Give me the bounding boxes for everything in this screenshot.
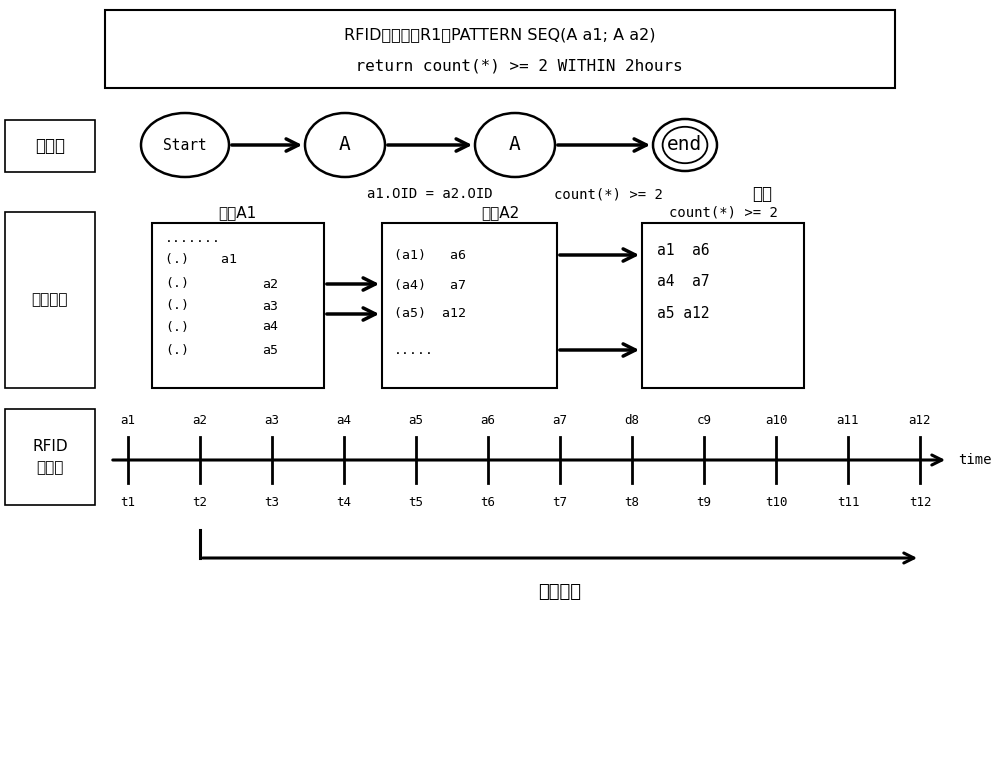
Text: t9: t9 <box>696 496 712 509</box>
Text: 输出: 输出 <box>752 185 772 203</box>
Text: (a5)  a12: (a5) a12 <box>394 308 466 321</box>
Text: a2: a2 <box>192 414 208 427</box>
Text: (.)    a1: (.) a1 <box>165 254 237 267</box>
Text: RFID
事件流: RFID 事件流 <box>32 439 68 475</box>
Text: a1: a1 <box>120 414 136 427</box>
Text: a5: a5 <box>262 344 278 356</box>
Text: .......: ....... <box>165 232 221 245</box>
Ellipse shape <box>141 113 229 177</box>
Text: Start: Start <box>163 138 207 153</box>
Text: (.): (.) <box>165 321 189 334</box>
FancyBboxPatch shape <box>5 212 95 388</box>
FancyBboxPatch shape <box>642 223 804 388</box>
FancyBboxPatch shape <box>105 10 895 88</box>
Text: a7: a7 <box>552 414 568 427</box>
Text: t12: t12 <box>909 496 931 509</box>
Text: RFID去重规则R1：PATTERN SEQ(A a1; A a2): RFID去重规则R1：PATTERN SEQ(A a1; A a2) <box>344 27 656 43</box>
Ellipse shape <box>475 113 555 177</box>
Text: (.): (.) <box>165 344 189 356</box>
Text: a4  a7: a4 a7 <box>657 274 710 290</box>
Text: t4: t4 <box>337 496 352 509</box>
Text: t7: t7 <box>552 496 568 509</box>
Text: count(*) >= 2: count(*) >= 2 <box>554 187 662 201</box>
Text: a12: a12 <box>909 414 931 427</box>
Ellipse shape <box>653 119 717 171</box>
Text: 自动机栈: 自动机栈 <box>32 293 68 308</box>
Text: d8: d8 <box>624 414 640 427</box>
Text: (.): (.) <box>165 277 189 290</box>
Text: A: A <box>509 135 521 154</box>
Text: 堆栈A1: 堆栈A1 <box>218 205 256 220</box>
Text: 自动机: 自动机 <box>35 137 65 155</box>
FancyBboxPatch shape <box>5 409 95 505</box>
Text: a5: a5 <box>409 414 424 427</box>
Text: t6: t6 <box>480 496 496 509</box>
Text: 滑动窗口: 滑动窗口 <box>538 583 582 601</box>
Text: a11: a11 <box>837 414 859 427</box>
Text: a6: a6 <box>480 414 496 427</box>
Text: t2: t2 <box>192 496 208 509</box>
Text: t1: t1 <box>120 496 136 509</box>
FancyBboxPatch shape <box>152 223 324 388</box>
Text: a4: a4 <box>262 321 278 334</box>
Ellipse shape <box>663 127 707 163</box>
Text: 堆栈A2: 堆栈A2 <box>481 205 519 220</box>
Text: a2: a2 <box>262 277 278 290</box>
Text: time: time <box>958 453 992 467</box>
Text: count(*) >= 2: count(*) >= 2 <box>669 206 777 220</box>
Text: (.): (.) <box>165 299 189 312</box>
Text: t5: t5 <box>409 496 424 509</box>
Text: a10: a10 <box>765 414 787 427</box>
Text: (a4)   a7: (a4) a7 <box>394 278 466 292</box>
Text: a1  a6: a1 a6 <box>657 242 710 258</box>
Text: .....: ..... <box>394 344 434 356</box>
Text: a1.OID = a2.OID: a1.OID = a2.OID <box>367 187 493 201</box>
Ellipse shape <box>305 113 385 177</box>
Text: t10: t10 <box>765 496 787 509</box>
FancyBboxPatch shape <box>382 223 557 388</box>
Text: t8: t8 <box>624 496 640 509</box>
Text: t3: t3 <box>264 496 280 509</box>
Text: a3: a3 <box>262 299 278 312</box>
Text: end: end <box>667 135 703 154</box>
Text: t11: t11 <box>837 496 859 509</box>
Text: c9: c9 <box>696 414 712 427</box>
FancyBboxPatch shape <box>5 120 95 172</box>
Text: a3: a3 <box>264 414 280 427</box>
Text: a5 a12: a5 a12 <box>657 306 710 321</box>
Text: return count(*) >= 2 WITHIN 2hours: return count(*) >= 2 WITHIN 2hours <box>317 59 683 74</box>
Text: a4: a4 <box>337 414 352 427</box>
Text: (a1)   a6: (a1) a6 <box>394 249 466 261</box>
Text: A: A <box>339 135 351 154</box>
